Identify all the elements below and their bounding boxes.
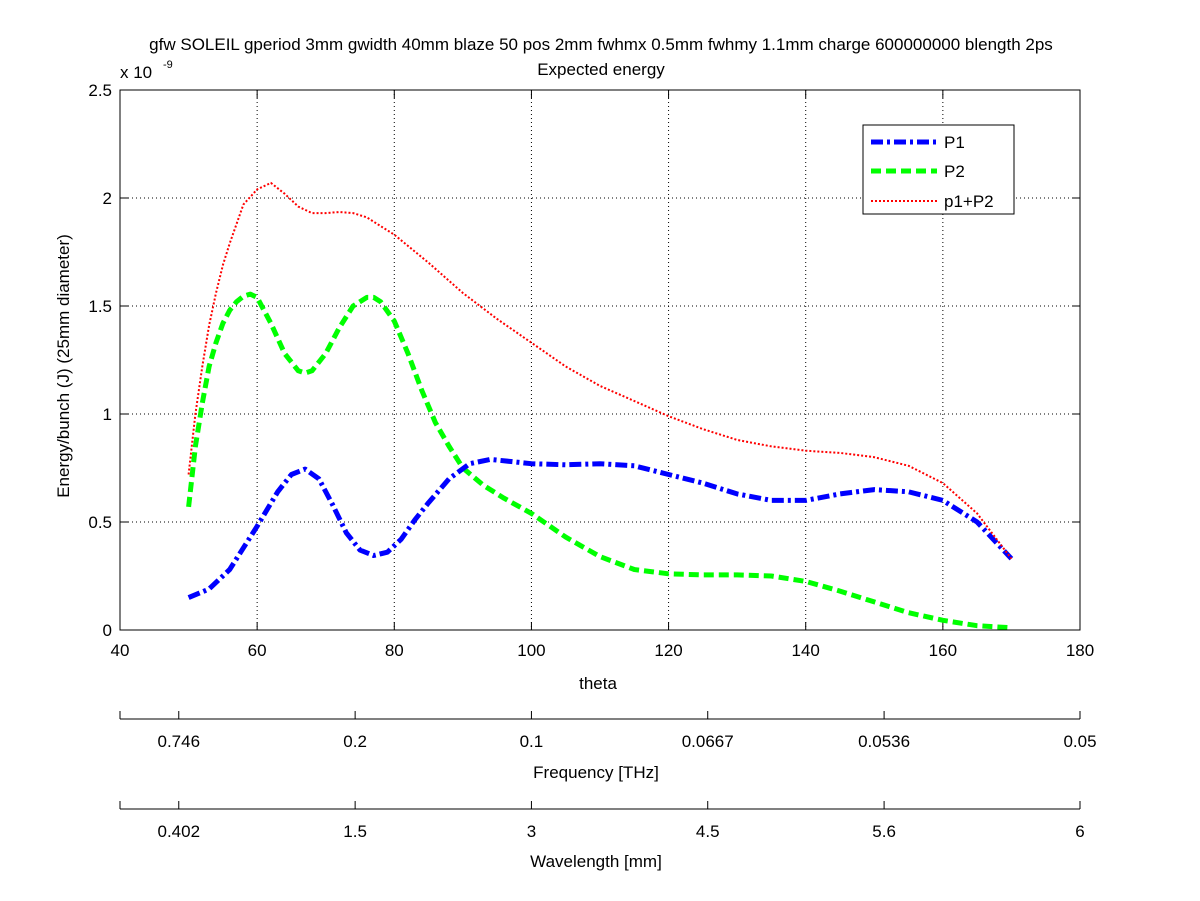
frequency-tick-label: 0.1	[520, 732, 544, 751]
frequency-tick-label: 0.0667	[682, 732, 734, 751]
x-tick-label: 60	[248, 641, 267, 660]
series-line-p1p2	[187, 181, 1013, 560]
wavelength-axis-label: Wavelength [mm]	[530, 852, 662, 871]
wavelength-tick-label: 5.6	[872, 822, 896, 841]
legend-label-p1p2: p1+P2	[944, 192, 994, 211]
frequency-axis-label: Frequency [THz]	[533, 763, 659, 782]
x-axis-label: theta	[579, 674, 617, 693]
x-tick-label: 40	[111, 641, 130, 660]
frequency-tick-label: 0.05	[1063, 732, 1096, 751]
frequency-tick-label: 0.2	[343, 732, 367, 751]
chart-subtitle: Expected energy	[537, 60, 665, 79]
y-tick-label: 1	[103, 405, 112, 424]
y-tick-label: 2	[103, 189, 112, 208]
chart-title: gfw SOLEIL gperiod 3mm gwidth 40mm blaze…	[149, 35, 1053, 54]
x-tick-label: 120	[654, 641, 682, 660]
frequency-axis: 0.746 0.2 0.1 0.0667 0.0536 0.05 Frequency [T…	[119, 711, 1097, 782]
wavelength-axis: 0.402 1.5 3 4.5 5.6 6 Wavelength [mm]	[119, 801, 1085, 871]
y-axis-ticks: 0 0.5 1 1.5 2 2.5	[88, 81, 1080, 640]
wavelength-tick-label: 0.402	[157, 822, 200, 841]
y-tick-label: 0	[103, 621, 112, 640]
legend-label-p1: P1	[944, 133, 965, 152]
wavelength-axis-ticks: 0.402 1.5 3 4.5 5.6 6	[119, 801, 1085, 841]
x-tick-label: 80	[385, 641, 404, 660]
frequency-axis-ticks: 0.746 0.2 0.1 0.0667 0.0536 0.05	[119, 711, 1097, 751]
x-tick-label: 160	[929, 641, 957, 660]
plot-frame	[119, 89, 1081, 631]
legend-label-p2: P2	[944, 162, 965, 181]
series-line-p2	[186, 291, 1012, 631]
y-tick-label: 2.5	[88, 81, 112, 100]
x-tick-label: 100	[517, 641, 545, 660]
y-axis-label: Energy/bunch (J) (25mm diameter)	[54, 234, 73, 498]
legend: P1 P2 p1+P2	[862, 124, 1015, 215]
y-exponent-power: -9	[163, 59, 173, 71]
x-tick-label: 140	[792, 641, 820, 660]
series-lines	[186, 181, 1014, 631]
wavelength-tick-label: 3	[527, 822, 536, 841]
y-tick-label: 1.5	[88, 297, 112, 316]
frequency-tick-label: 0.0536	[858, 732, 910, 751]
wavelength-tick-label: 6	[1075, 822, 1084, 841]
y-tick-label: 0.5	[88, 513, 112, 532]
x-tick-label: 180	[1066, 641, 1094, 660]
y-exponent-base: x 10	[120, 63, 152, 82]
frequency-tick-label: 0.746	[157, 732, 200, 751]
wavelength-tick-label: 4.5	[696, 822, 720, 841]
y-exponent: x 10 -9	[120, 59, 173, 82]
wavelength-tick-label: 1.5	[343, 822, 367, 841]
